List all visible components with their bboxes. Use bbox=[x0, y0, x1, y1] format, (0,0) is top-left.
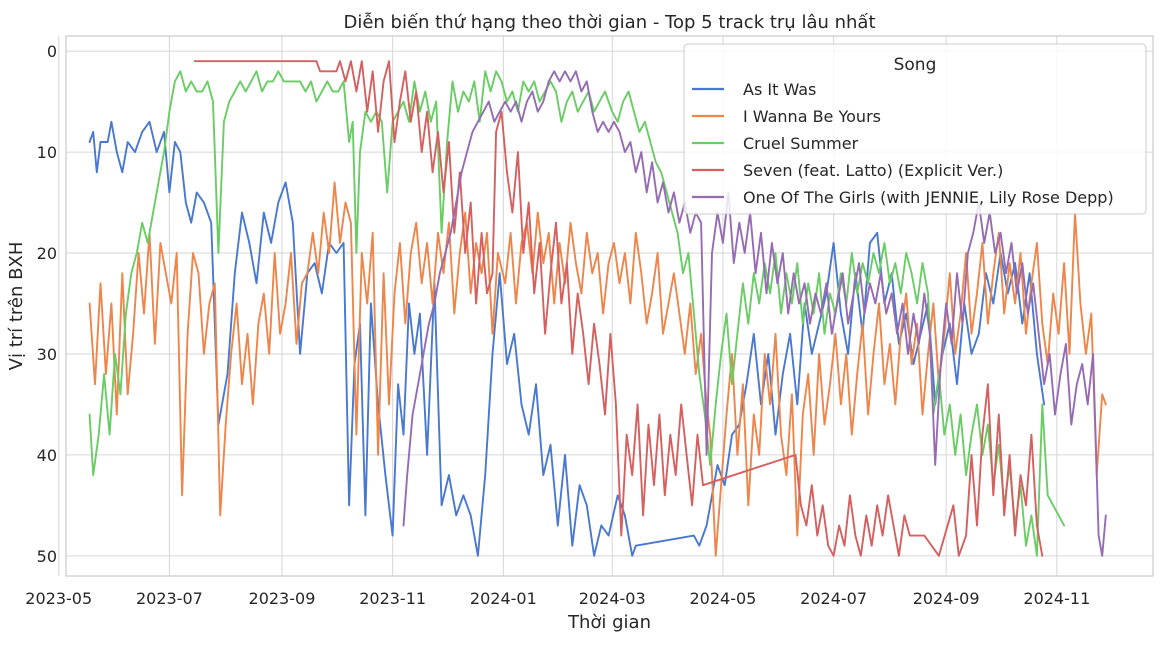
series-line-cruel-summer bbox=[88, 70, 1066, 557]
plot-frame bbox=[65, 35, 1154, 577]
y-tick-label: 0 bbox=[47, 42, 57, 61]
legend-entry-label: As It Was bbox=[743, 80, 816, 99]
x-tick-label: 2024-05 bbox=[689, 589, 756, 608]
legend: Song As It Was I Wanna Be Yours Cruel Summ… bbox=[683, 43, 1147, 215]
legend-box bbox=[683, 43, 1147, 215]
chart-title: Diễn biến thứ hạng theo thời gian - Top … bbox=[343, 12, 875, 33]
x-tick-label: 2024-09 bbox=[913, 589, 980, 608]
y-tick-label: 50 bbox=[37, 547, 57, 566]
y-axis-label: Vị trí trên BXH bbox=[6, 242, 27, 371]
x-tick-label: 2024-03 bbox=[579, 589, 646, 608]
series-lines bbox=[88, 60, 1107, 557]
x-axis-label: Thời gian bbox=[567, 612, 651, 633]
legend-entry-label: One Of The Girls (with JENNIE, Lily Rose… bbox=[743, 188, 1114, 207]
legend-entry-label: Cruel Summer bbox=[743, 134, 859, 153]
legend-title: Song bbox=[894, 55, 937, 75]
legend-entry-label: I Wanna Be Yours bbox=[743, 107, 881, 126]
x-tick-label: 2023-09 bbox=[249, 589, 316, 608]
x-tick-label: 2024-11 bbox=[1023, 589, 1090, 608]
x-tick-label: 2023-05 bbox=[25, 589, 92, 608]
series-line-seven-feat-latto-explicit-ver bbox=[193, 60, 1044, 557]
y-tick-label: 10 bbox=[37, 143, 57, 162]
y-tick-label: 30 bbox=[37, 345, 57, 364]
series-line-i-wanna-be-yours bbox=[88, 181, 1107, 557]
x-tick-label: 2024-07 bbox=[800, 589, 867, 608]
legend-entry-label: Seven (feat. Latto) (Explicit Ver.) bbox=[743, 161, 1003, 180]
series-line-one-of-the-girls-with-jennie-lily-rose-depp bbox=[402, 70, 1107, 557]
y-tick-label: 40 bbox=[37, 446, 57, 465]
x-tick-label: 2023-11 bbox=[359, 589, 426, 608]
x-tick-label: 2023-07 bbox=[136, 589, 203, 608]
x-tick-label: 2024-01 bbox=[470, 589, 537, 608]
tick-labels: 2023-05 2023-07 2023-09 2023-11 2024-01 2024-… bbox=[25, 42, 1090, 608]
y-tick-label: 20 bbox=[37, 244, 57, 263]
